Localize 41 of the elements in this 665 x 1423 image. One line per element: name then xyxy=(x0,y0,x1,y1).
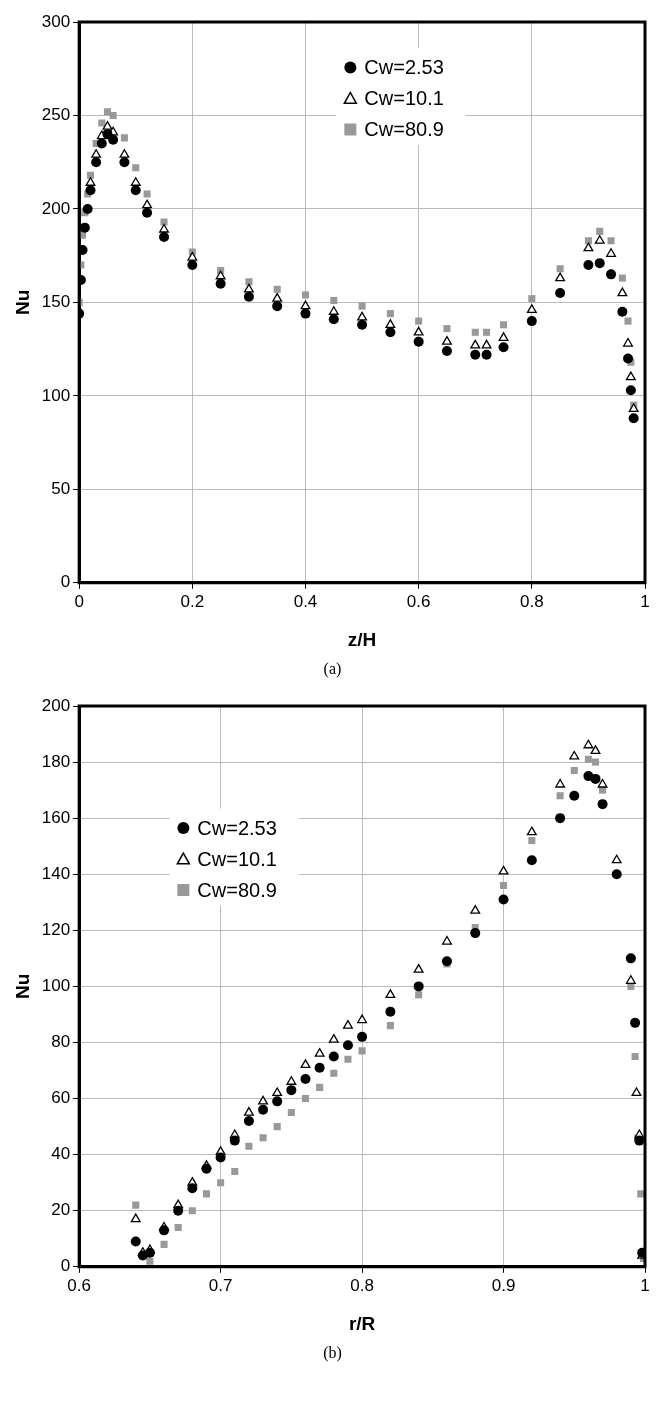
y-tick-label: 40 xyxy=(51,1144,71,1164)
y-tick-label: 150 xyxy=(41,292,71,312)
x-tick-label: 0.2 xyxy=(180,591,205,611)
y-tick-label: 0 xyxy=(60,572,71,592)
y-tick-label: 180 xyxy=(41,751,71,771)
y-tick-label: 120 xyxy=(41,920,71,940)
x-tick-label: 1 xyxy=(640,1275,650,1295)
y-tick-label: 200 xyxy=(41,695,71,715)
y-axis-title: Nu xyxy=(11,289,33,316)
x-tick-label: 0.9 xyxy=(491,1275,516,1295)
y-tick-label: 160 xyxy=(41,807,71,827)
x-tick-label: 1 xyxy=(640,591,650,611)
y-tick-label: 140 xyxy=(41,863,71,883)
y-axis-title: Nu xyxy=(11,973,33,1000)
legend-label: Cw=2.53 xyxy=(364,56,444,79)
legend-label: Cw=10.1 xyxy=(364,87,444,110)
y-tick-label: 250 xyxy=(41,105,71,125)
x-axis-title: r/R xyxy=(348,1312,376,1334)
legend-label: Cw=2.53 xyxy=(197,816,277,839)
x-tick-label: 0.8 xyxy=(520,591,544,611)
text: (b) xyxy=(322,1344,343,1362)
y-tick-label: 0 xyxy=(60,1256,71,1276)
x-axis-title: z/H xyxy=(347,628,377,650)
legend-label: Cw=80.9 xyxy=(197,878,277,901)
y-tick-label: 300 xyxy=(41,11,71,31)
y-tick-label: 100 xyxy=(41,385,71,405)
legend-label: Cw=80.9 xyxy=(364,118,444,141)
x-tick-label: 0.6 xyxy=(67,1275,91,1295)
x-tick-label: 0 xyxy=(74,591,84,611)
x-tick-label: 0.8 xyxy=(350,1275,374,1295)
x-tick-label: 0.7 xyxy=(208,1275,233,1295)
x-tick-label: 0.6 xyxy=(406,591,431,611)
y-tick-label: 200 xyxy=(41,198,71,218)
y-tick-label: 50 xyxy=(51,479,71,499)
text: (a) xyxy=(322,660,343,678)
y-tick-label: 20 xyxy=(51,1200,71,1220)
y-tick-label: 100 xyxy=(41,976,71,996)
y-tick-label: 60 xyxy=(51,1088,71,1108)
y-tick-label: 80 xyxy=(51,1032,71,1052)
legend-label: Cw=10.1 xyxy=(197,847,277,870)
x-tick-label: 0.4 xyxy=(293,591,318,611)
